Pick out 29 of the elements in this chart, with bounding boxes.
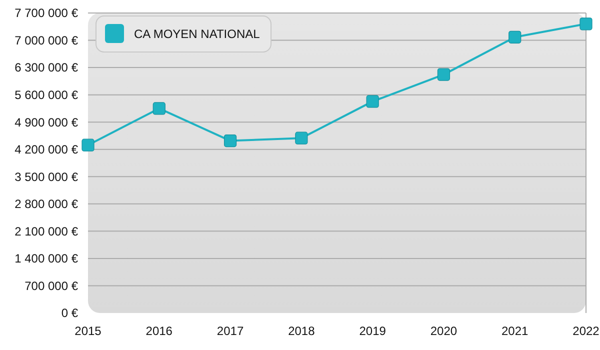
y-tick-label: 3 500 000 € (14, 170, 78, 184)
point (508, 30, 522, 44)
x-tick-label: 2022 (572, 324, 600, 338)
point (152, 102, 166, 115)
legend-label: CA MOYEN NATIONAL (134, 27, 260, 42)
y-tick-label: 6 300 000 € (14, 60, 78, 75)
x-tick-label: 2017 (216, 324, 244, 338)
x-tick-label: 2020 (430, 324, 458, 338)
x-tick-label: 2021 (502, 324, 529, 338)
y-tick-label: 1 400 000 € (14, 252, 78, 266)
y-tick-label: 7 000 000 € (14, 33, 78, 48)
y-tick-label: 700 000 € (24, 278, 78, 293)
y-tick-label: 7 700 000 € (14, 6, 78, 20)
y-tick-label: 4 200 000 € (14, 142, 78, 157)
y-tick-label: 4 900 000 € (14, 115, 78, 130)
y-tick-label: 5 600 000 € (14, 88, 78, 102)
point (295, 132, 308, 144)
point (366, 95, 379, 108)
y-tick-label: 2 800 000 € (14, 197, 78, 212)
x-tick-label: 2016 (146, 324, 173, 338)
y-tick-label: 2 100 000 € (14, 224, 78, 238)
x-tick-label: 2019 (359, 324, 386, 338)
point (437, 68, 450, 81)
x-tick-label: 2018 (288, 324, 316, 338)
point (580, 18, 592, 30)
point (82, 138, 94, 152)
y-tick-label: 0 € (61, 306, 78, 320)
x-tick-label: 2015 (74, 324, 102, 338)
point (224, 134, 237, 148)
